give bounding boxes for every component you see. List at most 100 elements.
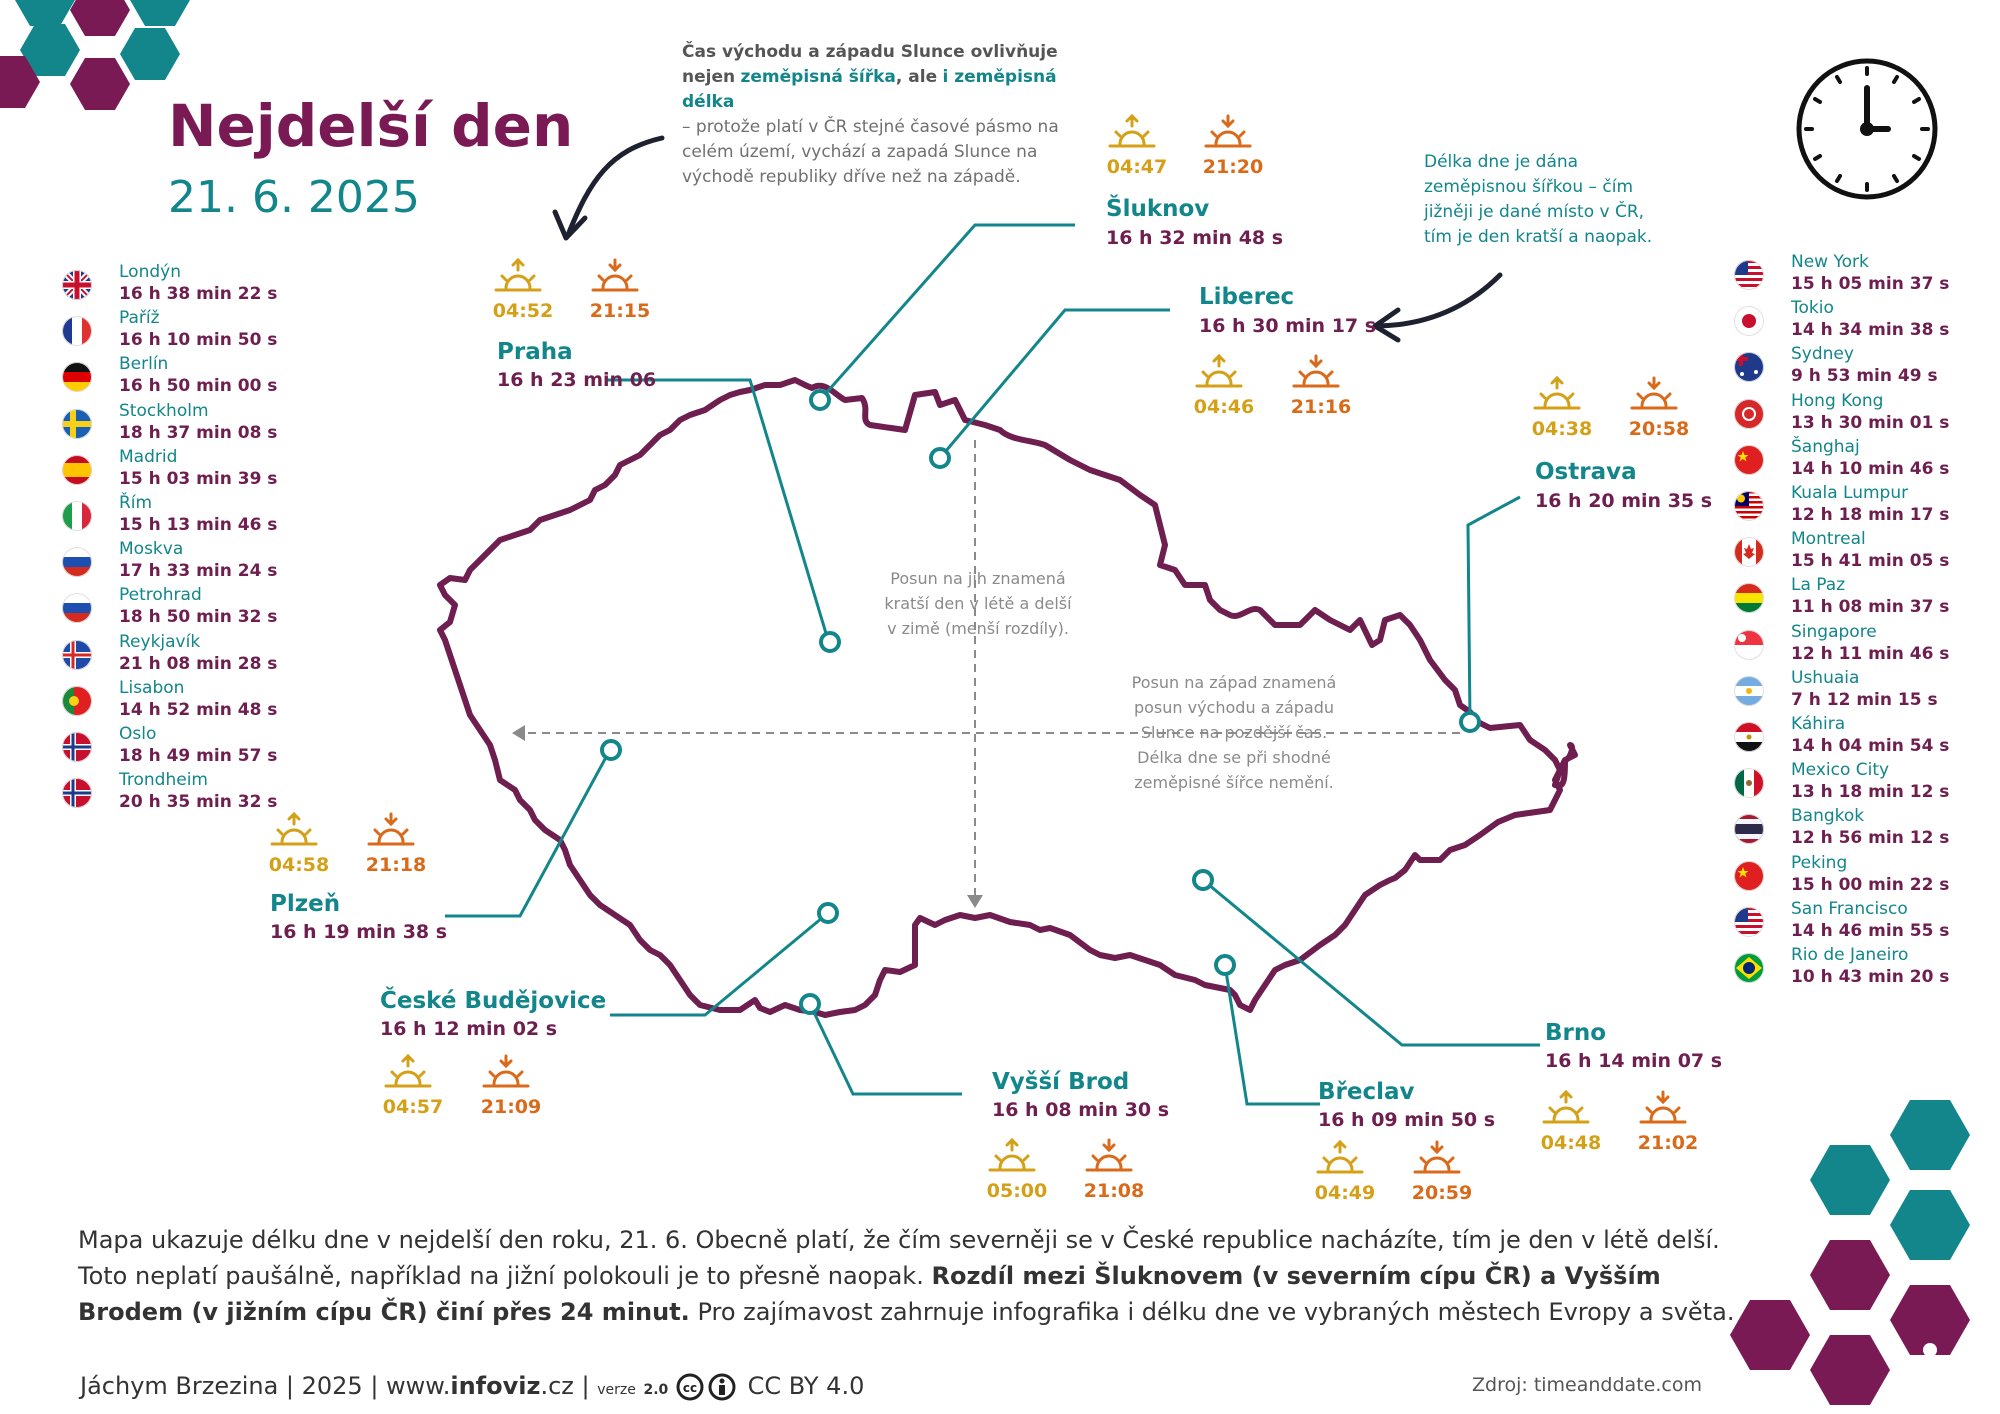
sunrise-block-plzen: 04:58 <box>264 810 334 876</box>
city-duration-breclav: 16 h 09 min 50 s <box>1318 1109 1496 1131</box>
sunrise-time: 04:48 <box>1540 1132 1602 1154</box>
city-list-item: Tokio 14 h 34 min 38 s <box>1734 298 1994 346</box>
city-name: La Paz <box>1791 575 1846 596</box>
sunrise-icon <box>988 1137 1036 1172</box>
longitude-note: Čas východu a západu Slunce ovlivňuje ne… <box>682 42 1059 187</box>
flag-is-icon <box>62 639 92 670</box>
connector-budejovice <box>610 911 829 1017</box>
marker-breclav <box>1214 954 1236 976</box>
sunset-block-plzen: 21:18 <box>361 810 431 876</box>
city-list-item: Moskva 17 h 33 min 24 s <box>62 539 322 587</box>
flag-eg-icon <box>1734 722 1764 752</box>
city-duration: 17 h 33 min 24 s <box>119 561 278 582</box>
sunset-icon <box>1204 114 1252 148</box>
flag-sg-icon <box>1734 629 1764 660</box>
flag-de-icon <box>62 362 92 393</box>
flag-jp-icon <box>1734 306 1764 337</box>
sunrise-block-brno: 04:48 <box>1536 1088 1606 1154</box>
sunset-block-ostrava: 20:58 <box>1624 374 1694 440</box>
flag-cn-icon <box>1734 444 1764 475</box>
city-duration: 13 h 18 min 12 s <box>1791 782 1950 803</box>
connector-praha <box>605 378 830 641</box>
city-name-sluknov: Šluknov <box>1106 196 1210 222</box>
sunrise-block-vyssi-brod: 05:00 <box>982 1136 1052 1202</box>
connector-liberec <box>938 308 1170 459</box>
sunset-block-budejovice: 21:09 <box>476 1052 546 1118</box>
city-name-plzen: Plzeň <box>270 891 341 917</box>
city-name-brno: Brno <box>1545 1020 1607 1046</box>
city-name: San Francisco <box>1791 898 1908 919</box>
sunset-time: 21:09 <box>480 1096 542 1118</box>
city-name: Madrid <box>119 446 178 467</box>
sunset-time: 21:15 <box>589 300 651 322</box>
sunrise-time: 04:58 <box>268 854 330 876</box>
south-shift-note: Posun na jih znamená kratší den v létě a… <box>884 569 1072 638</box>
sunset-time: 21:20 <box>1202 156 1264 178</box>
sunset-time: 21:18 <box>365 854 427 876</box>
city-list-item: Ushuaia 7 h 12 min 15 s <box>1734 668 1994 716</box>
flag-ru-icon <box>62 593 92 624</box>
city-list-item: San Francisco 14 h 46 min 55 s <box>1734 898 1994 947</box>
flag-no-icon <box>62 732 92 762</box>
sunset-icon <box>367 812 415 846</box>
city-list-item: Lisabon 14 h 52 min 48 s <box>62 677 322 726</box>
city-duration: 14 h 04 min 54 s <box>1791 736 1950 756</box>
city-duration: 18 h 50 min 32 s <box>119 607 278 628</box>
infoviz-link[interactable]: infoviz <box>450 1372 541 1400</box>
sunset-block-praha: 21:15 <box>585 256 655 322</box>
marker-plzen <box>600 739 622 761</box>
sunrise-icon <box>1316 1139 1364 1174</box>
sunrise-icon <box>1533 375 1581 410</box>
city-name: Oslo <box>119 724 157 744</box>
city-duration-vyssi-brod: 16 h 08 min 30 s <box>992 1099 1170 1121</box>
sunrise-block-praha: 04:52 <box>488 256 558 322</box>
city-name: Berlín <box>119 354 169 375</box>
sunrise-time: 04:49 <box>1314 1182 1376 1204</box>
sunrise-time: 04:47 <box>1106 156 1168 178</box>
city-duration: 12 h 56 min 12 s <box>1791 828 1950 849</box>
city-duration: 14 h 10 min 46 s <box>1791 458 1950 479</box>
city-name: Kuala Lumpur <box>1791 483 1909 503</box>
city-duration: 13 h 30 min 01 s <box>1791 412 1950 433</box>
city-list-item: Trondheim 20 h 35 min 32 s <box>62 770 322 818</box>
connector-brno <box>1202 878 1540 1047</box>
curved-arrow-left <box>565 135 665 238</box>
city-duration-plzen: 16 h 19 min 38 s <box>270 921 448 943</box>
city-duration-praha: 16 h 23 min 06 <box>497 369 657 391</box>
city-duration-liberec: 16 h 30 min 17 s <box>1199 315 1377 337</box>
city-duration: 16 h 38 min 22 s <box>119 284 278 304</box>
source-text: Zdroj: timeanddate.com <box>1472 1374 1702 1396</box>
city-name: Stockholm <box>119 400 209 421</box>
marker-vyssi-brod <box>799 993 821 1015</box>
city-name: Bangkok <box>1791 806 1865 827</box>
city-list-item: Káhira 14 h 04 min 54 s <box>1734 714 1994 762</box>
city-name-liberec: Liberec <box>1199 284 1295 310</box>
sunrise-icon <box>1108 113 1156 148</box>
city-name: Řím <box>119 493 153 513</box>
city-list-item: Sydney 9 h 53 min 49 s <box>1734 344 1994 392</box>
city-list-item: Singapore 12 h 11 min 46 s <box>1734 622 1994 670</box>
sunset-block-liberec: 21:16 <box>1286 352 1356 418</box>
city-name-budejovice: České Budějovice <box>380 988 607 1014</box>
flag-es-icon <box>62 454 92 485</box>
sunrise-time: 04:46 <box>1193 396 1255 418</box>
sunrise-icon <box>270 811 318 846</box>
city-duration: 11 h 08 min 37 s <box>1791 597 1950 618</box>
city-list-item: Šanghaj 14 h 10 min 46 s <box>1734 437 1994 485</box>
sunset-block-breclav: 20:59 <box>1407 1138 1477 1204</box>
city-name: Lisabon <box>119 677 185 698</box>
sunset-icon <box>591 258 639 292</box>
city-list-item: Reykjavík 21 h 08 min 28 s <box>62 632 322 680</box>
sunrise-icon <box>1542 1089 1590 1124</box>
flag-uk-icon <box>62 270 92 300</box>
sunset-icon <box>1292 354 1340 388</box>
city-list-item: New York 15 h 05 min 37 s <box>1734 252 1994 300</box>
flag-my-icon <box>1734 491 1764 521</box>
sunrise-block-liberec: 04:46 <box>1189 352 1259 418</box>
city-name: Petrohrad <box>119 585 202 606</box>
cc-license-icon: cc <box>676 1373 736 1401</box>
city-duration: 14 h 34 min 38 s <box>1791 320 1950 341</box>
marker-liberec <box>929 447 951 469</box>
marker-sluknov <box>809 389 831 411</box>
